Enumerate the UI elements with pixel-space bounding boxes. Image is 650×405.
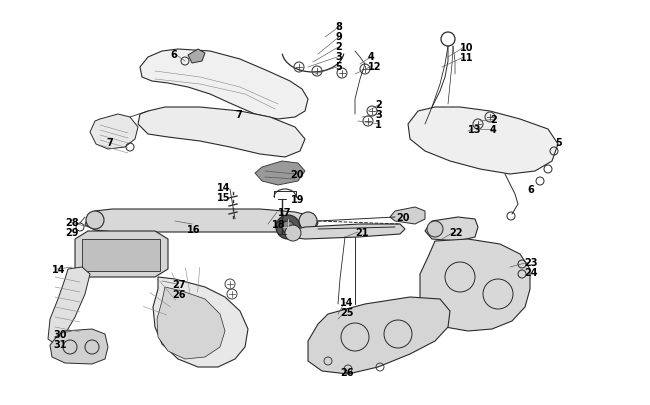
Polygon shape: [90, 115, 138, 149]
Polygon shape: [408, 108, 558, 175]
Polygon shape: [188, 50, 205, 64]
Text: 24: 24: [524, 267, 538, 277]
Text: 4: 4: [368, 52, 375, 62]
Text: 31: 31: [53, 339, 66, 349]
Text: 27: 27: [172, 279, 185, 289]
Text: 26: 26: [340, 367, 354, 377]
Text: 2: 2: [375, 100, 382, 110]
Text: 8: 8: [335, 22, 342, 32]
Circle shape: [285, 226, 301, 241]
Text: 2: 2: [335, 42, 342, 52]
Polygon shape: [308, 297, 450, 374]
Polygon shape: [153, 277, 248, 367]
Text: 6: 6: [170, 50, 177, 60]
Text: 3: 3: [375, 110, 382, 120]
Polygon shape: [420, 239, 530, 331]
Text: 1: 1: [375, 120, 382, 130]
Polygon shape: [75, 231, 168, 277]
Polygon shape: [390, 207, 425, 224]
Text: 29: 29: [65, 228, 79, 237]
Text: 18: 18: [272, 220, 285, 230]
Text: 11: 11: [460, 53, 473, 63]
Polygon shape: [157, 287, 225, 359]
Polygon shape: [140, 50, 308, 120]
Polygon shape: [48, 267, 90, 344]
Text: 5: 5: [335, 62, 342, 72]
Text: 7: 7: [235, 110, 242, 120]
Text: 20: 20: [290, 170, 304, 179]
Text: 23: 23: [524, 257, 538, 267]
Text: 15: 15: [217, 192, 231, 202]
Circle shape: [299, 213, 317, 230]
Polygon shape: [50, 329, 108, 364]
Bar: [82, 239, 160, 271]
Circle shape: [276, 215, 300, 239]
Text: 9: 9: [335, 32, 342, 42]
Polygon shape: [285, 224, 405, 239]
Text: 6: 6: [527, 185, 534, 194]
Text: 28: 28: [65, 217, 79, 228]
Text: 14: 14: [217, 183, 231, 192]
Polygon shape: [85, 209, 318, 232]
Text: 5: 5: [555, 138, 562, 148]
Text: 26: 26: [172, 289, 185, 299]
Circle shape: [427, 222, 443, 237]
Text: 2: 2: [490, 115, 497, 125]
Text: 16: 16: [187, 224, 200, 234]
Circle shape: [282, 222, 294, 233]
Polygon shape: [255, 162, 305, 185]
Text: 3: 3: [335, 52, 342, 62]
Text: 25: 25: [340, 307, 354, 317]
Text: 21: 21: [355, 228, 369, 237]
Polygon shape: [425, 217, 478, 241]
Circle shape: [86, 211, 104, 230]
Text: 20: 20: [396, 213, 410, 222]
Polygon shape: [138, 108, 305, 158]
Text: 14: 14: [340, 297, 354, 307]
Text: 12: 12: [368, 62, 382, 72]
Text: 19: 19: [291, 194, 304, 205]
Text: 22: 22: [449, 228, 463, 237]
Text: 4: 4: [490, 125, 497, 135]
Text: 7: 7: [106, 138, 112, 148]
Text: 30: 30: [53, 329, 66, 339]
Text: 14: 14: [52, 264, 66, 274]
Text: 13: 13: [468, 125, 482, 135]
Text: 17: 17: [278, 207, 291, 217]
Text: 10: 10: [460, 43, 473, 53]
